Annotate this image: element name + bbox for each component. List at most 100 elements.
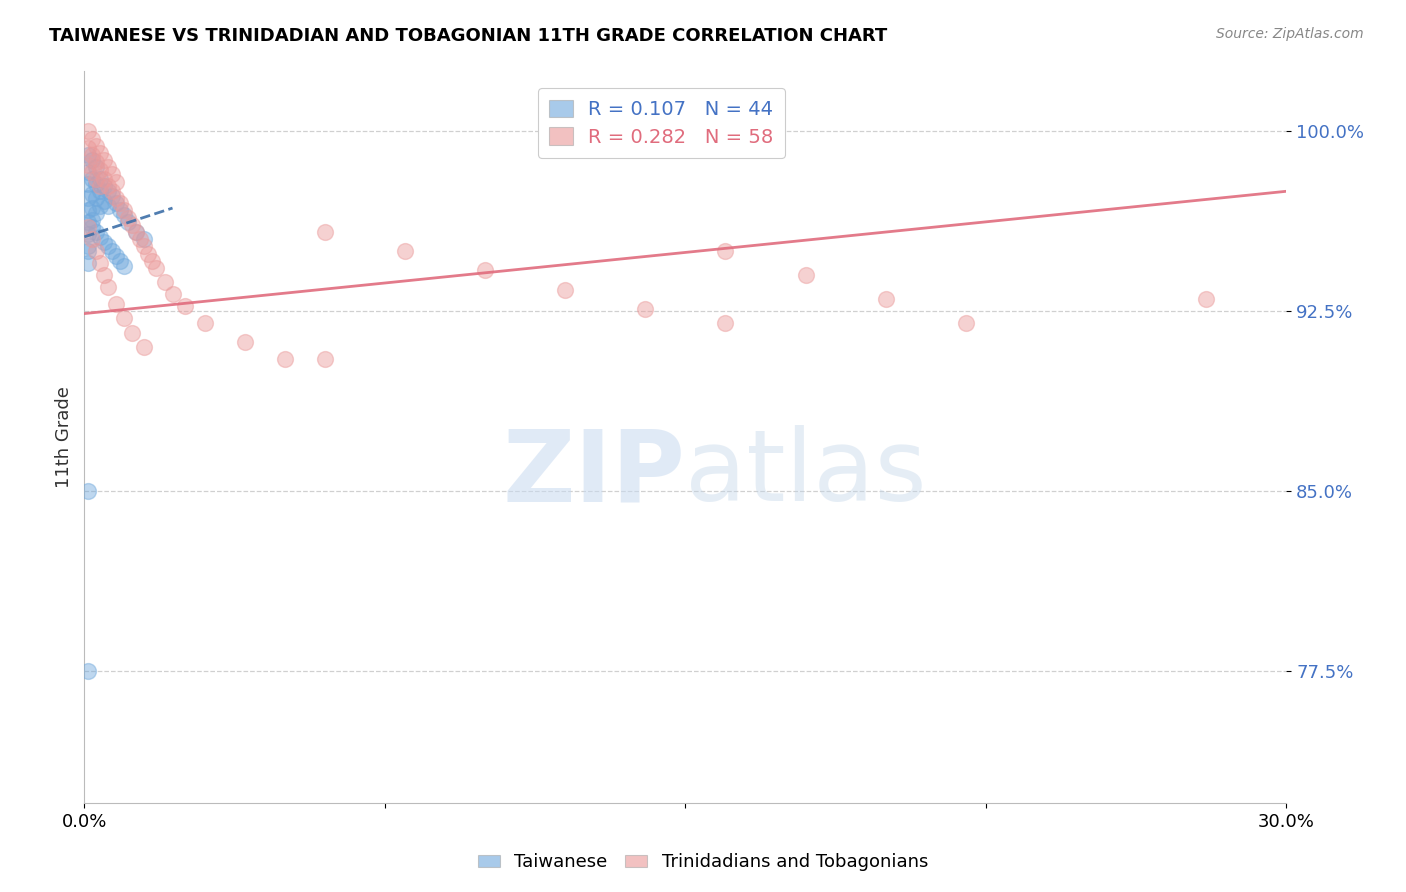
Point — [82, 220, 104, 235]
Point — [89, 145, 111, 160]
Point — [121, 326, 143, 340]
Point — [714, 244, 737, 259]
Point — [93, 235, 115, 249]
Point — [82, 213, 104, 227]
Point — [97, 161, 120, 175]
Point — [77, 215, 100, 229]
Point — [77, 220, 100, 235]
Point — [117, 215, 139, 229]
Point — [394, 244, 416, 259]
Point — [114, 259, 135, 273]
Point — [86, 191, 108, 205]
Point — [794, 268, 817, 283]
Point — [101, 244, 124, 259]
Point — [1195, 292, 1218, 306]
Point — [77, 203, 100, 218]
Point — [101, 184, 124, 198]
Point — [77, 664, 100, 678]
Point — [77, 141, 100, 155]
Point — [162, 287, 184, 301]
Point — [82, 232, 104, 246]
Point — [97, 199, 120, 213]
Point — [77, 239, 100, 253]
Point — [89, 256, 111, 270]
Point — [86, 155, 108, 169]
Point — [89, 230, 111, 244]
Point — [82, 186, 104, 201]
Legend: Taiwanese, Trinidadians and Tobagonians: Taiwanese, Trinidadians and Tobagonians — [471, 847, 935, 879]
Point — [82, 148, 104, 162]
Legend: R = 0.107   N = 44, R = 0.282   N = 58: R = 0.107 N = 44, R = 0.282 N = 58 — [537, 88, 785, 158]
Point — [110, 253, 132, 268]
Point — [86, 206, 108, 220]
Point — [93, 153, 115, 167]
Point — [634, 301, 657, 316]
Point — [117, 211, 139, 225]
Point — [145, 260, 167, 275]
Point — [125, 225, 148, 239]
Point — [86, 244, 108, 259]
Point — [86, 225, 108, 239]
Point — [89, 162, 111, 177]
Point — [194, 316, 217, 330]
Point — [114, 208, 135, 222]
Point — [77, 124, 100, 138]
Text: atlas: atlas — [686, 425, 927, 522]
Point — [173, 299, 195, 313]
Point — [233, 335, 256, 350]
Point — [77, 177, 100, 191]
Text: Source: ZipAtlas.com: Source: ZipAtlas.com — [1216, 27, 1364, 41]
Point — [89, 172, 111, 186]
Point — [82, 172, 104, 186]
Point — [97, 239, 120, 253]
Point — [105, 249, 128, 263]
Point — [314, 352, 336, 367]
Point — [114, 203, 135, 218]
Point — [82, 201, 104, 215]
Point — [110, 203, 132, 218]
Point — [97, 184, 120, 198]
Point — [105, 191, 128, 205]
Point — [274, 352, 297, 367]
Point — [134, 232, 156, 246]
Point — [89, 199, 111, 213]
Point — [101, 168, 124, 182]
Point — [89, 184, 111, 198]
Point — [875, 292, 897, 306]
Point — [141, 253, 163, 268]
Point — [125, 225, 148, 239]
Point — [314, 225, 336, 239]
Point — [93, 268, 115, 283]
Point — [77, 158, 100, 172]
Y-axis label: 11th Grade: 11th Grade — [55, 386, 73, 488]
Point — [138, 246, 160, 260]
Point — [110, 196, 132, 211]
Point — [86, 161, 108, 175]
Point — [955, 316, 977, 330]
Point — [77, 244, 100, 259]
Point — [93, 179, 115, 194]
Text: ZIP: ZIP — [502, 425, 686, 522]
Point — [77, 165, 100, 179]
Point — [86, 138, 108, 153]
Point — [105, 175, 128, 189]
Point — [134, 340, 156, 354]
Point — [97, 179, 120, 194]
Point — [93, 194, 115, 208]
Point — [77, 256, 100, 270]
Point — [77, 191, 100, 205]
Point — [89, 179, 111, 194]
Point — [134, 239, 156, 253]
Point — [82, 165, 104, 179]
Point — [93, 172, 115, 186]
Point — [86, 177, 108, 191]
Point — [77, 227, 100, 242]
Point — [97, 280, 120, 294]
Point — [714, 316, 737, 330]
Point — [129, 232, 152, 246]
Point — [554, 283, 576, 297]
Point — [101, 189, 124, 203]
Point — [474, 263, 496, 277]
Point — [105, 196, 128, 211]
Point — [86, 172, 108, 186]
